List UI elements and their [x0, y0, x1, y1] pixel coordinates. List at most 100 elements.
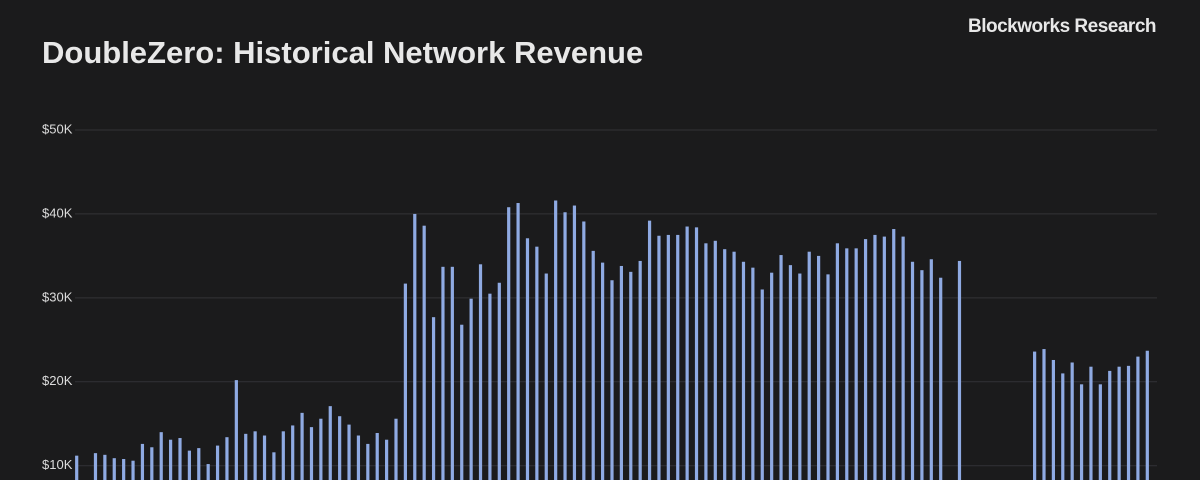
y-tick-label: $20K — [42, 373, 73, 388]
bar — [469, 298, 473, 480]
bar — [957, 260, 962, 480]
bar — [93, 453, 98, 480]
bar — [516, 203, 520, 480]
bar — [563, 212, 567, 480]
bar — [394, 418, 398, 480]
bar — [338, 416, 342, 480]
bar — [507, 207, 511, 480]
source-label: Blockworks Research — [968, 16, 1156, 37]
bar — [713, 240, 717, 480]
bar — [234, 380, 238, 480]
bar — [450, 266, 454, 480]
bar — [272, 452, 276, 480]
bar — [601, 262, 605, 480]
y-tick-label: $50K — [42, 121, 73, 136]
bar — [478, 264, 483, 480]
bar — [910, 261, 915, 480]
bar — [685, 226, 689, 480]
bar — [1108, 370, 1112, 480]
bar — [422, 225, 426, 480]
bar — [281, 431, 285, 480]
bar — [666, 234, 670, 480]
bar — [206, 464, 210, 480]
bar — [75, 455, 79, 480]
bar — [441, 266, 445, 480]
bar — [131, 460, 135, 480]
bar — [225, 437, 229, 480]
bar — [197, 448, 201, 480]
bar — [178, 438, 182, 480]
bar — [262, 435, 267, 480]
bar — [535, 246, 539, 480]
bar — [723, 249, 727, 480]
bar — [732, 251, 736, 480]
bar — [939, 277, 943, 480]
bar — [544, 273, 548, 480]
bar — [319, 418, 323, 480]
bar — [1051, 359, 1055, 480]
bar — [610, 280, 614, 480]
bar — [817, 255, 821, 480]
bar — [525, 238, 530, 480]
bar — [873, 234, 877, 480]
bar — [638, 260, 642, 480]
bar — [244, 433, 248, 480]
bar — [1070, 362, 1074, 480]
bar — [629, 271, 633, 480]
bar — [403, 283, 407, 480]
bar — [1033, 351, 1037, 480]
bar — [159, 432, 163, 480]
y-tick-label: $10K — [42, 457, 73, 472]
bar — [291, 425, 295, 480]
bar — [1136, 356, 1140, 480]
bar — [103, 454, 107, 480]
bar — [187, 450, 191, 480]
bar — [882, 236, 886, 480]
bar — [413, 213, 417, 480]
bar — [1079, 384, 1084, 480]
bar — [375, 432, 379, 480]
bar — [807, 251, 811, 480]
bar — [582, 221, 586, 480]
bar — [798, 273, 802, 480]
bar — [892, 229, 896, 480]
bar — [1145, 350, 1149, 480]
bar — [112, 458, 116, 480]
bar — [619, 265, 623, 480]
bar — [554, 200, 558, 480]
bar — [676, 234, 680, 480]
y-tick-label: $40K — [42, 205, 73, 220]
bar — [920, 270, 924, 480]
bar — [694, 227, 699, 480]
bar — [835, 243, 839, 480]
bar — [1042, 349, 1046, 480]
bar — [591, 250, 595, 480]
bar — [300, 412, 304, 480]
bar — [657, 235, 661, 480]
bar — [347, 424, 351, 480]
bar — [169, 439, 173, 480]
bar — [572, 205, 577, 480]
bar — [854, 248, 858, 480]
bar — [309, 427, 314, 480]
bar — [1098, 384, 1102, 480]
bar — [1117, 366, 1121, 480]
bar — [779, 255, 783, 480]
bar — [488, 293, 492, 480]
bar — [704, 243, 708, 480]
bar — [215, 445, 220, 480]
bar — [385, 439, 389, 480]
bar — [150, 447, 154, 480]
bar — [460, 324, 464, 480]
chart-title: DoubleZero: Historical Network Revenue — [42, 35, 643, 70]
bar — [328, 406, 332, 480]
bar — [1126, 365, 1131, 480]
bar — [122, 459, 126, 480]
bar — [770, 272, 774, 480]
bar — [140, 443, 145, 480]
bar — [366, 443, 370, 480]
bar — [1061, 373, 1065, 480]
bar — [741, 261, 746, 480]
y-tick-label: $30K — [42, 289, 73, 304]
